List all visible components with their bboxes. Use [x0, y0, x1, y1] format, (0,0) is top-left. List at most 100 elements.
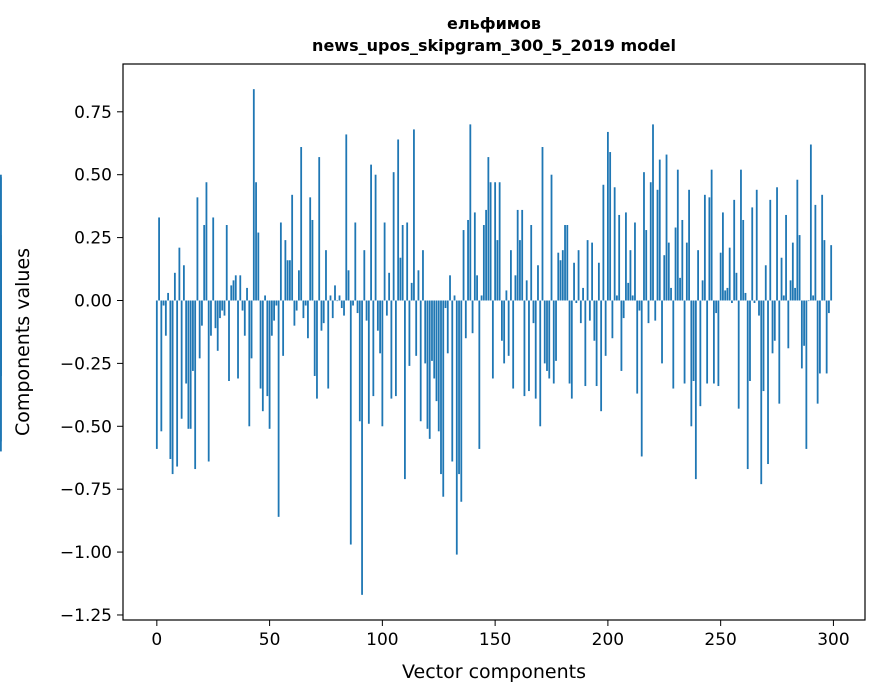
bar [0, 300, 2, 374]
bar [602, 184, 605, 301]
bar [311, 219, 314, 301]
bar [586, 240, 589, 301]
bar [426, 300, 429, 429]
bar [356, 300, 359, 314]
bar [546, 300, 548, 371]
bar [291, 194, 294, 301]
bar [712, 300, 715, 384]
bar [173, 272, 176, 301]
bar [737, 300, 740, 409]
bar [268, 300, 271, 429]
bar [532, 300, 535, 324]
bar [182, 265, 185, 301]
bar [767, 300, 769, 465]
bar [320, 300, 323, 331]
bar [800, 300, 803, 369]
bar [367, 300, 370, 424]
bar [397, 139, 400, 301]
plot-frame [122, 63, 866, 621]
bar [665, 154, 668, 301]
bar [577, 250, 580, 301]
bar [282, 300, 285, 356]
bar [656, 189, 659, 301]
bar [243, 300, 246, 336]
bar [322, 300, 325, 324]
bar [406, 222, 409, 301]
bar [401, 225, 404, 301]
bar [480, 295, 483, 301]
bar [625, 212, 627, 301]
bar [692, 300, 695, 381]
x-tick-label: 250 [704, 630, 736, 650]
y-tick-label: −0.25 [60, 354, 112, 374]
bar [286, 260, 289, 301]
bar [374, 174, 377, 301]
bar [658, 159, 661, 301]
bar [591, 242, 593, 301]
bar [300, 147, 303, 301]
bar [758, 300, 760, 316]
bar [309, 197, 312, 301]
bar [176, 300, 179, 467]
bar [338, 295, 341, 301]
bar [643, 172, 645, 301]
bar [444, 300, 447, 309]
bar [376, 300, 379, 331]
bar [379, 300, 381, 354]
bar [778, 300, 781, 404]
bar [744, 292, 747, 301]
bar [169, 300, 172, 459]
bar [636, 300, 639, 394]
bar [487, 157, 490, 301]
bar [634, 222, 636, 301]
bar [771, 300, 774, 354]
bar [685, 242, 688, 301]
bar [674, 227, 677, 301]
bar [690, 300, 693, 427]
bar [185, 300, 188, 384]
bar [431, 300, 433, 361]
bar [277, 300, 280, 517]
bar [667, 242, 670, 301]
bar [257, 232, 260, 301]
bars-group [0, 89, 833, 595]
bar [647, 300, 650, 324]
bar [221, 300, 224, 311]
bar [530, 225, 533, 301]
y-tick-label: 0.50 [74, 166, 112, 186]
bar [372, 300, 375, 397]
bar [248, 300, 251, 427]
bar [259, 300, 262, 389]
bar [764, 265, 767, 301]
bar [167, 292, 169, 301]
bar [796, 179, 799, 301]
bar [543, 300, 546, 364]
bar [216, 300, 219, 351]
bar [482, 225, 485, 301]
bar [329, 295, 332, 301]
bar [773, 300, 776, 341]
bar [600, 300, 603, 412]
bar [419, 300, 422, 422]
bar [345, 134, 348, 301]
bar [408, 300, 411, 366]
bar [570, 300, 573, 399]
bar [404, 300, 406, 480]
bar [780, 257, 783, 301]
x-tick-label: 100 [366, 630, 398, 650]
bar [731, 300, 733, 304]
x-tick-label: 50 [259, 630, 281, 650]
bar [787, 300, 790, 349]
bar [816, 300, 819, 404]
bar [352, 300, 354, 306]
bar [331, 300, 334, 319]
bar [755, 189, 758, 301]
bar [638, 300, 641, 311]
bar [449, 275, 451, 301]
bar [512, 300, 515, 389]
bar [491, 300, 494, 379]
bar [390, 300, 393, 399]
bar [460, 300, 463, 502]
bar [295, 300, 298, 311]
